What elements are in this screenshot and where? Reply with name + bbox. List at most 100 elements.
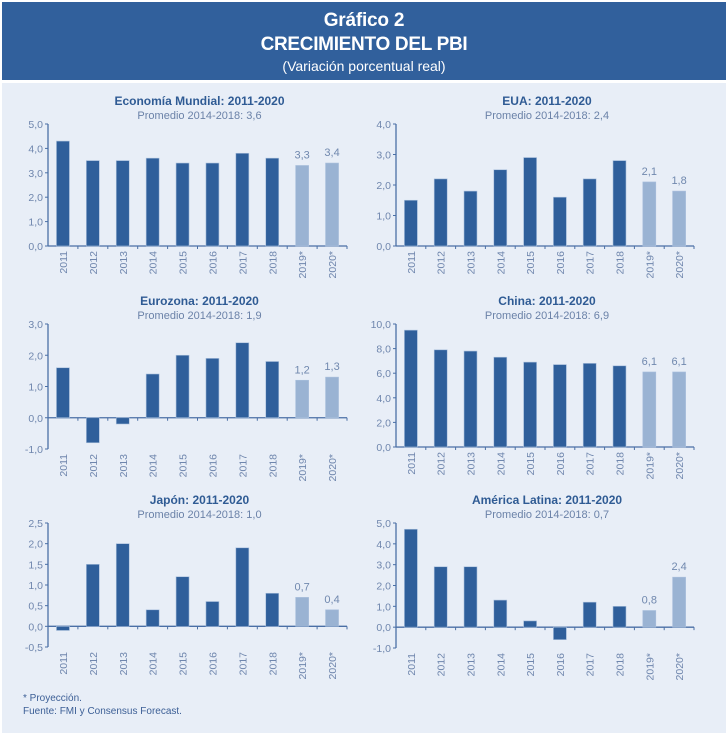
x-tick-label: 2012 <box>436 653 448 677</box>
bar-2016 <box>205 601 220 627</box>
x-tick-label: 2014 <box>148 652 160 676</box>
bar-2020 <box>672 576 686 628</box>
x-tick-label: 2017 <box>585 251 597 275</box>
x-tick-label: 2011 <box>406 251 418 274</box>
bar-2015 <box>175 576 190 627</box>
y-tick-label: 4,0 <box>376 539 391 551</box>
x-tick-label: 2011 <box>406 452 418 475</box>
bar-2018 <box>265 361 280 419</box>
bar-2016 <box>205 358 220 419</box>
x-tick-label: 2015 <box>525 251 537 275</box>
y-tick-label: 0,0 <box>28 413 43 425</box>
bar-2013 <box>115 160 130 247</box>
bar-2018 <box>612 606 627 628</box>
x-tick-label: 2016 <box>555 251 567 275</box>
data-label: 6,1 <box>671 356 686 368</box>
y-tick-label: 2,0 <box>376 581 391 593</box>
bar-2014 <box>493 356 508 448</box>
data-label: 2,4 <box>671 561 686 573</box>
bar-2016 <box>205 162 220 247</box>
x-tick-label: 2013 <box>466 251 478 275</box>
y-tick-label: 3,0 <box>376 560 391 572</box>
figure-title: CRECIMIENTO DEL PBI <box>260 34 468 55</box>
x-tick-label: 2016 <box>207 652 219 676</box>
bar-2020 <box>325 609 339 627</box>
x-tick-label: 2013 <box>118 454 130 478</box>
bar-2015 <box>523 620 537 628</box>
bar-2020 <box>672 371 686 448</box>
chart-subtitle: Promedio 2014-2018: 1,9 <box>137 310 261 322</box>
x-tick-label: 2018 <box>267 251 279 275</box>
x-tick-label: 2017 <box>237 652 249 676</box>
bar-2014 <box>145 373 160 419</box>
bar-2016 <box>553 626 567 640</box>
bar-2012 <box>433 178 448 247</box>
chart-title: Eurozona: 2011-2020 <box>140 294 259 308</box>
x-tick-label: 2017 <box>585 653 597 677</box>
chart-title: Economía Mundial: 2011-2020 <box>114 94 284 108</box>
data-label: 0,8 <box>642 595 657 607</box>
chart-subtitle: Promedio 2014-2018: 0,7 <box>485 509 609 521</box>
bar-2019 <box>642 181 657 247</box>
y-tick-label: 0,5 <box>28 601 43 613</box>
chart-title: EUA: 2011-2020 <box>502 94 592 108</box>
x-tick-label: 2012 <box>88 454 100 478</box>
bar-2017 <box>235 152 250 247</box>
bar-2012 <box>86 160 100 247</box>
x-tick-label: 2011 <box>58 251 70 274</box>
x-tick-label: 2016 <box>555 653 567 677</box>
chart-subtitle: Promedio 2014-2018: 2,4 <box>485 110 609 122</box>
bar-2017 <box>235 547 250 627</box>
x-tick-label: 2011 <box>58 454 70 477</box>
x-tick-label: 2020* <box>327 652 339 679</box>
bar-2019 <box>295 379 309 419</box>
x-tick-label: 2019* <box>297 251 309 278</box>
y-tick-label: 3,0 <box>376 150 391 162</box>
bar-2015 <box>175 162 190 247</box>
figure-header: Gráfico 2 CRECIMIENTO DEL PBI (Variación… <box>2 2 726 80</box>
x-tick-label: 2015 <box>178 251 190 275</box>
y-tick-label: 0,0 <box>28 241 43 253</box>
bar-2020 <box>672 190 686 247</box>
bar-2017 <box>582 601 597 628</box>
chart-title: China: 2011-2020 <box>498 294 596 308</box>
y-tick-label: 0,0 <box>376 241 391 253</box>
data-label: 1,3 <box>324 361 339 373</box>
y-tick-label: -1,0 <box>373 643 391 655</box>
y-tick-label: 2,0 <box>28 350 43 362</box>
y-tick-label: 0,0 <box>376 622 391 634</box>
y-tick-label: 2,5 <box>28 518 43 530</box>
y-tick-label: 10,0 <box>371 319 392 331</box>
data-label: 1,2 <box>295 364 310 376</box>
y-tick-label: 2,0 <box>28 539 43 551</box>
y-tick-label: 3,0 <box>28 168 43 180</box>
x-tick-label: 2019* <box>297 652 309 679</box>
data-label: 3,3 <box>295 149 310 161</box>
bar-2016 <box>553 196 567 247</box>
x-tick-label: 2013 <box>118 652 130 676</box>
bar-2020 <box>325 376 339 419</box>
charts-svg: Economía Mundial: 2011-2020 Promedio 2014… <box>25 94 695 680</box>
y-tick-label: -0,5 <box>25 642 43 654</box>
x-tick-label: 2018 <box>615 653 627 677</box>
x-tick-label: 2014 <box>148 251 160 275</box>
x-tick-label: 2013 <box>118 251 130 275</box>
bar-2012 <box>433 349 448 448</box>
bar-2012 <box>433 566 448 628</box>
y-tick-label: 5,0 <box>376 518 391 530</box>
bar-2013 <box>115 417 130 425</box>
y-tick-label: 5,0 <box>28 119 43 131</box>
x-tick-label: 2014 <box>495 251 507 275</box>
y-tick-label: 8,0 <box>376 344 391 356</box>
x-tick-label: 2011 <box>406 653 418 676</box>
x-tick-label: 2013 <box>466 452 478 476</box>
x-tick-label: 2018 <box>267 454 279 478</box>
y-tick-label: -1,0 <box>25 444 43 456</box>
bar-2017 <box>235 342 250 419</box>
charts-panel: Economía Mundial: 2011-2020 Promedio 2014… <box>2 83 726 733</box>
bar-2017 <box>582 363 597 448</box>
y-tick-label: 1,0 <box>28 217 43 229</box>
bar-2018 <box>265 592 280 627</box>
bar-2016 <box>553 364 567 448</box>
x-tick-label: 2019* <box>644 452 656 479</box>
